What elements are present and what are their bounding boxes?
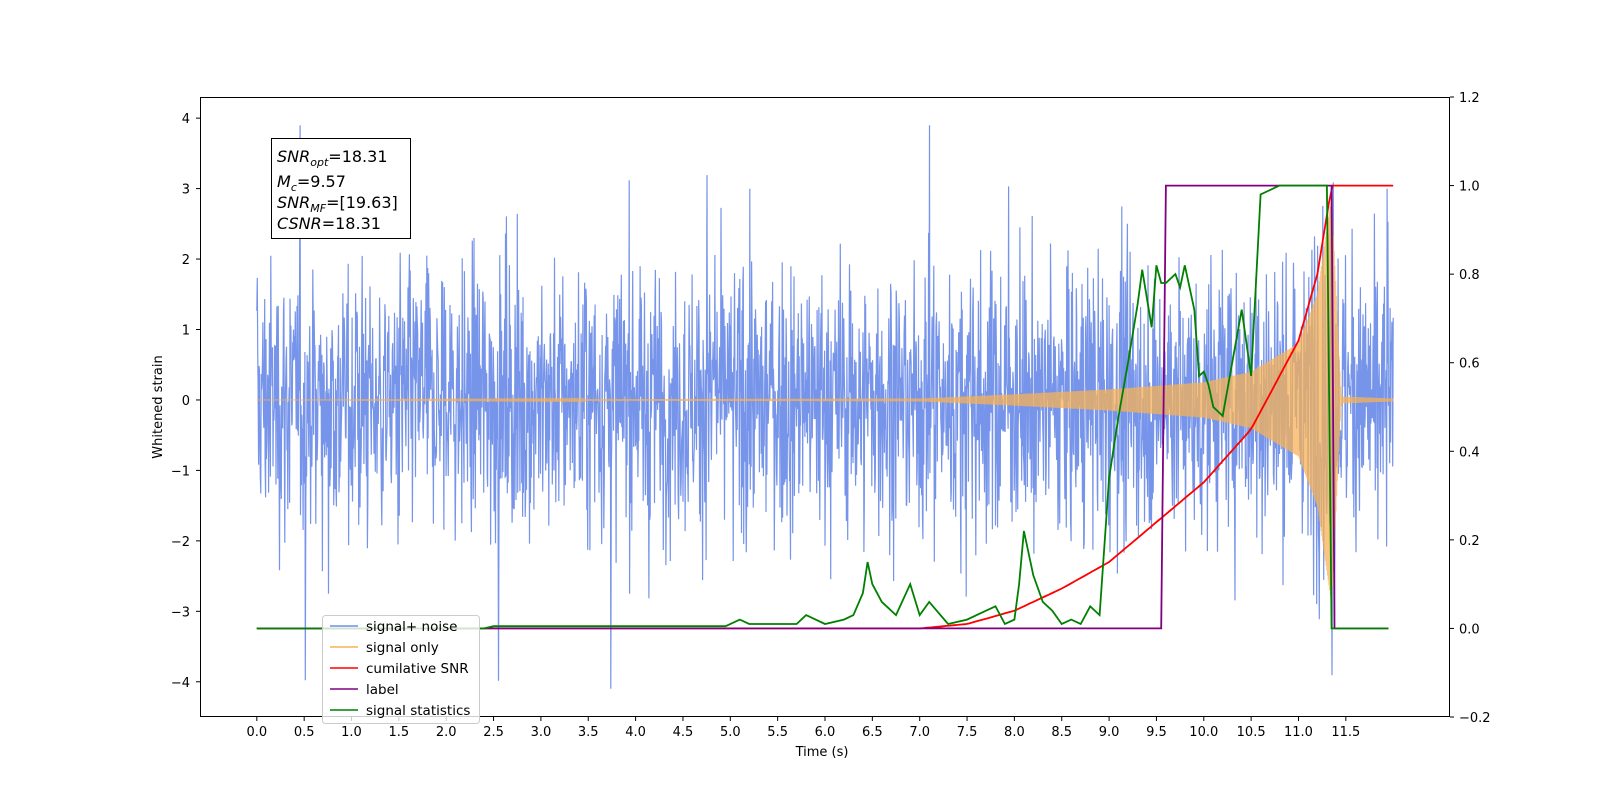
plot-area (256, 125, 1394, 689)
x-tick-label: 6.0 (815, 725, 836, 740)
y-tick-label: 4 (182, 112, 190, 127)
annotation-mc: Mc=9.57 (277, 172, 346, 194)
x-tick-label: 5.5 (767, 725, 788, 740)
y-tick-label: 3 (182, 183, 190, 198)
y2-tick-label: 0.4 (1459, 445, 1480, 460)
y-tick-label: 2 (182, 253, 190, 268)
x-tick-label: 0.5 (294, 725, 315, 740)
x-tick-label: 1.5 (389, 725, 410, 740)
x-tick-label: 6.5 (862, 725, 883, 740)
x-tick-label: 4.0 (625, 725, 646, 740)
y2-tick-label: 0.6 (1459, 357, 1480, 372)
x-tick-label: 11.5 (1331, 725, 1360, 740)
series-signal-only (256, 197, 1394, 602)
y2-tick-label: 0.8 (1459, 268, 1480, 283)
legend-label-signal-noise: signal+ noise (366, 619, 457, 635)
x-tick-label: 5.0 (720, 725, 741, 740)
y2-tick-label: 0.0 (1459, 622, 1480, 637)
series-signal-statistics (256, 184, 1389, 630)
y2-tick-label: 1.0 (1459, 180, 1480, 195)
legend-label-label: label (366, 682, 399, 698)
x-axis-label: Time (s) (795, 745, 849, 760)
y-tick-label: −1 (171, 464, 190, 479)
y-tick-label: −2 (171, 535, 190, 550)
annotation-snr-mf: SNRMF=[19.63] (277, 193, 398, 215)
x-tick-label: 10.0 (1189, 725, 1218, 740)
annotation-snr-opt: SNRopt=18.31 (277, 147, 388, 169)
x-tick-label: 0.0 (246, 725, 267, 740)
axes-frame (200, 97, 1450, 717)
x-tick-label: 2.0 (436, 725, 457, 740)
x-tick-label: 2.5 (483, 725, 504, 740)
x-tick-label: 8.5 (1051, 725, 1072, 740)
x-tick-label: 11.0 (1284, 725, 1313, 740)
x-tick-label: 10.5 (1237, 725, 1266, 740)
annotation-box: SNRopt=18.31 Mc=9.57 SNRMF=[19.63] CSNR=… (271, 138, 411, 239)
x-tick-label: 7.0 (909, 725, 930, 740)
x-axis: 0.0 0.5 1.0 1.5 2.0 2.5 3.0 3.5 4.0 4.5 5.0 5.5 6.0 6… (246, 717, 1360, 740)
y-tick-label: −4 (171, 676, 190, 691)
y2-tick-label: −0.2 (1459, 711, 1491, 726)
legend-label-signal-statistics: signal statistics (366, 703, 470, 719)
x-tick-label: 4.5 (673, 725, 694, 740)
y-axis-left: 4 3 2 1 0 −1 −2 −3 −4 (171, 112, 200, 691)
y2-tick-label: 1.2 (1459, 91, 1480, 106)
legend-label-cumulative-snr: cumilative SNR (366, 661, 469, 677)
y-tick-label: −3 (171, 605, 190, 620)
series-signal-noise (256, 125, 1394, 689)
x-tick-label: 1.0 (341, 725, 362, 740)
x-tick-label: 7.5 (957, 725, 978, 740)
x-tick-label: 3.5 (578, 725, 599, 740)
x-tick-label: 3.0 (531, 725, 552, 740)
y-tick-label: 1 (182, 324, 190, 339)
x-tick-label: 9.0 (1099, 725, 1120, 740)
y-axis-label: Whitened strain (151, 355, 166, 458)
legend-label-signal-only: signal only (366, 640, 439, 656)
x-tick-label: 9.5 (1146, 725, 1167, 740)
annotation-csnr: CSNR=18.31 (277, 214, 381, 233)
legend: signal+ noise signal only cumilative SNR… (322, 615, 480, 724)
y-tick-label: 0 (182, 394, 190, 409)
y-axis-right: 1.2 1.0 0.8 0.6 0.4 0.2 0.0 −0.2 (1450, 91, 1491, 726)
y2-tick-label: 0.2 (1459, 534, 1480, 549)
x-tick-label: 8.0 (1004, 725, 1025, 740)
